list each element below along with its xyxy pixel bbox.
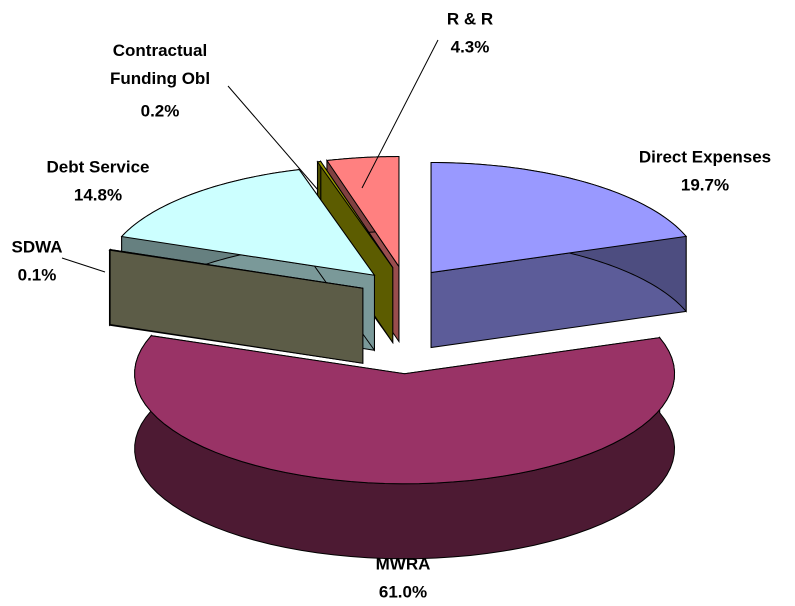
slice-label: Direct Expenses bbox=[639, 147, 771, 166]
slice-label: Debt Service bbox=[47, 157, 150, 176]
slice-top bbox=[326, 156, 400, 269]
slice-top bbox=[108, 249, 363, 289]
slice-wall bbox=[108, 248, 111, 327]
slice-label: Contractual Funding Obl bbox=[110, 41, 210, 88]
value-label: 14.8% bbox=[74, 185, 122, 204]
slice-top bbox=[316, 160, 394, 268]
slice-top bbox=[430, 161, 688, 274]
slice-top bbox=[134, 335, 676, 485]
value-label: 0.1% bbox=[18, 265, 57, 284]
value-label: 0.2% bbox=[141, 101, 180, 120]
value-label: 4.3% bbox=[451, 37, 490, 56]
label-line: Funding Obl bbox=[110, 69, 210, 88]
slice bbox=[108, 248, 364, 364]
value-label: 19.7% bbox=[681, 175, 729, 194]
slice-label: MWRA bbox=[376, 554, 431, 573]
slice bbox=[134, 334, 676, 560]
leader-line bbox=[61, 257, 106, 273]
label-line: Contractual bbox=[113, 41, 207, 60]
value-label: 61.0% bbox=[379, 582, 427, 601]
slice-top bbox=[120, 169, 376, 276]
slice bbox=[430, 161, 688, 349]
leader-line bbox=[227, 85, 319, 191]
leader-line bbox=[361, 39, 439, 189]
slice-label: R & R bbox=[447, 9, 493, 28]
slice-label: SDWA bbox=[12, 237, 63, 256]
